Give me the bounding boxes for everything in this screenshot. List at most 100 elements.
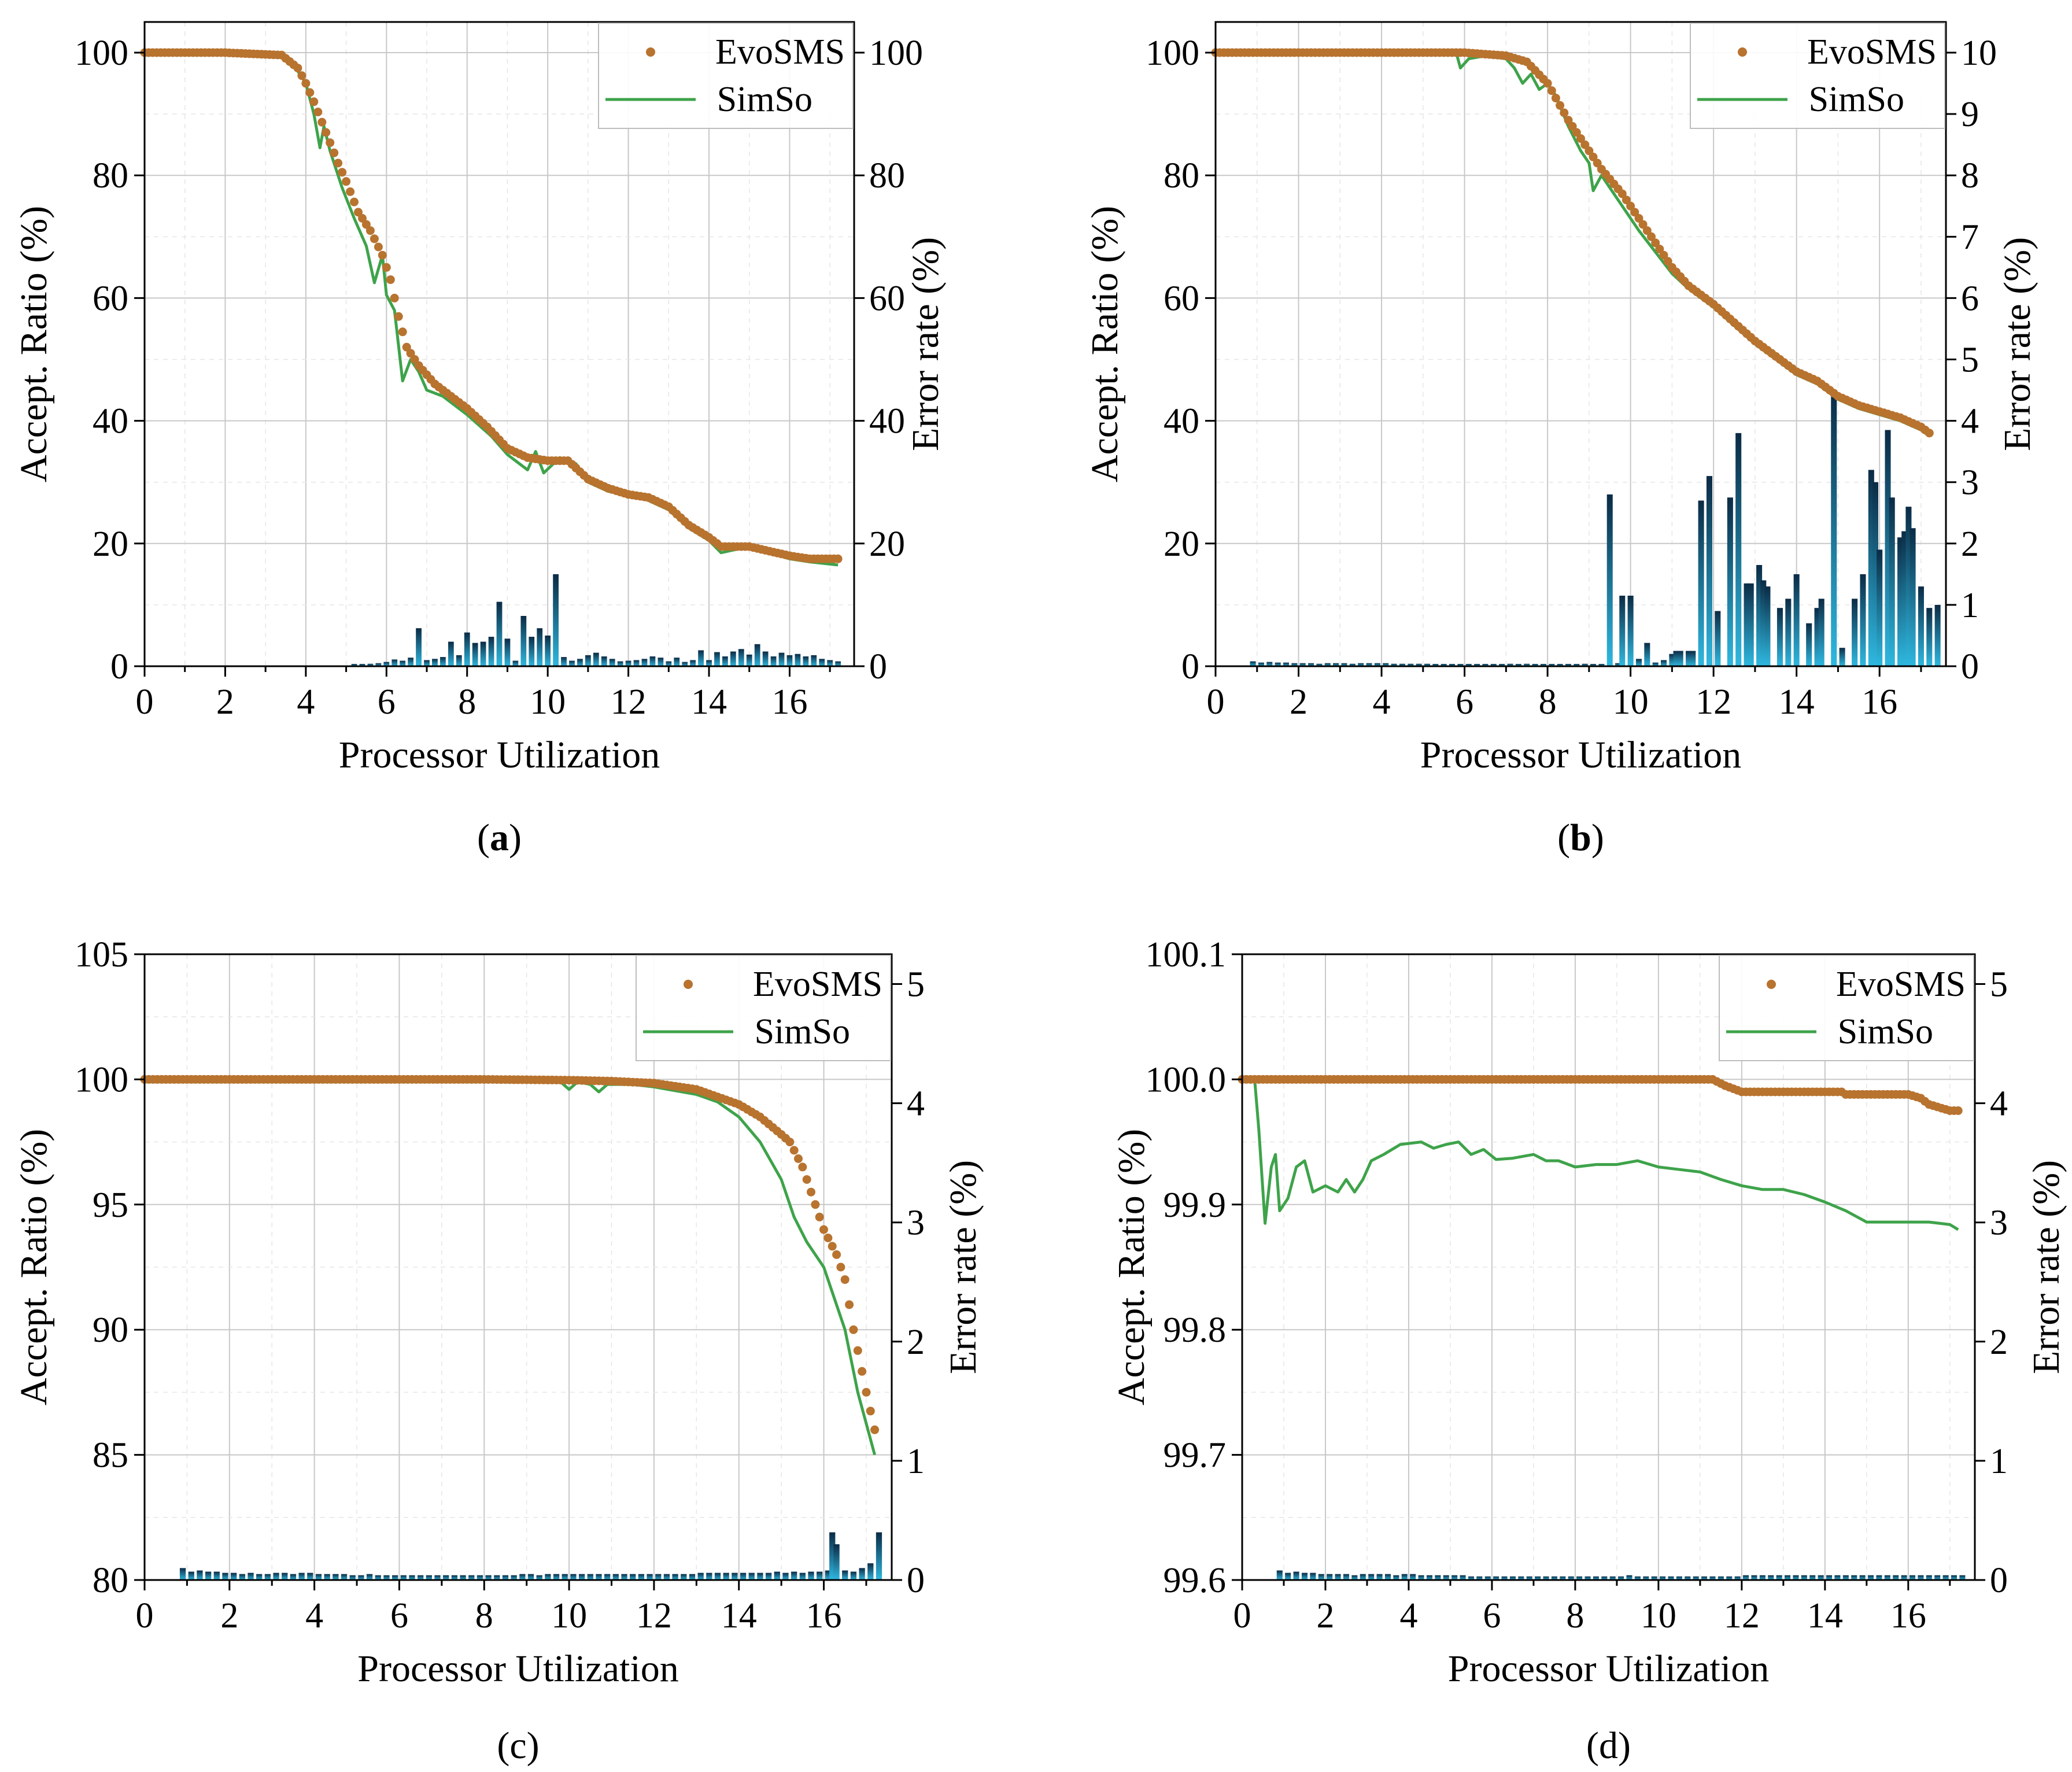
error-bar	[1476, 1576, 1483, 1580]
error-bar	[1685, 1576, 1691, 1580]
error-bar	[448, 641, 454, 666]
error-bar	[1764, 586, 1771, 666]
y-tick-label: 105	[75, 935, 128, 974]
legend-box	[598, 23, 854, 129]
error-bar	[426, 1575, 432, 1580]
evosms-point	[1655, 245, 1664, 254]
evosms-point	[1622, 195, 1631, 205]
error-bar	[1376, 1574, 1383, 1580]
error-bar	[1358, 663, 1364, 666]
y-tick-label: 100	[75, 1060, 128, 1099]
evosms-point	[350, 197, 359, 206]
error-bar	[1443, 1575, 1449, 1580]
error-bar	[1814, 608, 1820, 666]
evosms-point	[1642, 226, 1652, 235]
evosms-point	[798, 1162, 807, 1172]
error-bar	[1324, 663, 1331, 666]
caption-letter: c	[509, 1725, 526, 1767]
y2-tick-label: 8	[1961, 156, 1979, 195]
evosms-point	[1647, 232, 1656, 241]
error-bar	[1751, 1575, 1757, 1580]
error-bar	[1918, 586, 1924, 666]
error-bar	[782, 1572, 789, 1580]
error-bar	[511, 1575, 517, 1580]
x-axis: 0 2 4 6 8 10 12 14 16	[1207, 666, 1922, 722]
y-axis-left: 0 20 40 60 80 100	[1146, 34, 1216, 686]
evosms-point	[313, 108, 323, 117]
error-bar	[697, 1572, 704, 1580]
error-bar	[1619, 595, 1626, 666]
error-bar	[1626, 1575, 1633, 1580]
error-bar	[748, 1572, 755, 1580]
y2-tick-label: 2	[907, 1323, 925, 1362]
error-bar	[1893, 1575, 1899, 1580]
x-tick-label: 16	[1862, 682, 1897, 722]
error-bar	[451, 1575, 458, 1580]
evosms-point	[1634, 214, 1643, 223]
y2-tick-label: 0	[907, 1561, 925, 1600]
legend: EvoSMS SimSo	[1719, 955, 1974, 1061]
error-bar	[1383, 663, 1389, 666]
evosms-point	[1572, 128, 1581, 137]
caption-paren-close: )	[1591, 817, 1604, 859]
error-bar	[714, 652, 720, 666]
y2-tick-label: 2	[1990, 1323, 2008, 1362]
y-axis-left: 99.6 99.7 99.8 99.9 100.0 100.1	[1146, 935, 1242, 1600]
y2-tick-label: 1	[1990, 1442, 2008, 1481]
error-bar	[1449, 664, 1456, 666]
x-axis-title: Processor Utilization	[1420, 734, 1741, 776]
error-bar	[1308, 663, 1314, 666]
error-bar	[553, 1574, 560, 1580]
error-bar	[1416, 663, 1422, 666]
error-bar	[1885, 430, 1891, 666]
y2-tick-label: 5	[1990, 965, 2008, 1005]
error-bar	[1293, 1571, 1299, 1580]
error-bar	[391, 659, 398, 666]
y2-tick-label: 9	[1961, 95, 1979, 134]
error-bar	[1374, 663, 1380, 666]
x-tick-label: 12	[1696, 682, 1731, 722]
evosms-point	[390, 293, 399, 302]
error-bar	[512, 660, 519, 666]
y-tick-label: 99.6	[1164, 1561, 1227, 1600]
error-bar	[358, 1575, 364, 1580]
error-bar	[1384, 1574, 1391, 1580]
caption-letter: a	[490, 817, 509, 859]
y-axis-title: Accept. Ratio (%)	[1084, 206, 1126, 482]
error-bar	[1468, 1576, 1474, 1580]
error-bar	[349, 1575, 356, 1580]
evosms-point	[819, 1225, 828, 1234]
evosms-point	[406, 349, 415, 358]
error-bar	[587, 1574, 593, 1580]
error-bar	[1582, 663, 1588, 666]
evosms-point	[382, 263, 391, 272]
error-bar	[1408, 663, 1414, 666]
error-bar	[1585, 1576, 1591, 1580]
error-bar	[359, 664, 365, 666]
y2-tick-label: 3	[1961, 463, 1979, 503]
evosms-point	[1543, 79, 1552, 88]
error-bar	[663, 1574, 670, 1580]
error-bar	[400, 660, 406, 666]
evosms-point	[370, 234, 379, 243]
y-tick-label: 60	[1164, 279, 1199, 318]
error-bar	[1635, 659, 1642, 666]
grid	[1242, 954, 1975, 1580]
error-bar	[1884, 1575, 1890, 1580]
evosms-point	[866, 1406, 875, 1416]
error-bar	[774, 1571, 780, 1580]
plot-frame	[143, 953, 893, 1581]
panel-caption: (c)	[497, 1725, 539, 1767]
legend-label-simso: SimSo	[1838, 1012, 1933, 1051]
evosms-point	[330, 148, 339, 157]
y-tick-label: 40	[1164, 402, 1199, 441]
chart-panel-b: 0 2 4 6 8 10 12 14 16020406080100012345678910Pro…	[1084, 21, 2038, 859]
error-bar	[391, 1575, 398, 1580]
x-tick-label: 8	[1566, 1596, 1584, 1636]
panel-caption: (a)	[477, 817, 522, 859]
x-axis: 0 2 4 6 8 10 12 14 16	[1233, 1580, 1951, 1636]
error-bar	[400, 1575, 407, 1580]
error-bar	[706, 1572, 712, 1580]
y2-tick-label: 0	[1961, 647, 1979, 686]
legend-label-evosms: EvoSMS	[715, 32, 845, 72]
